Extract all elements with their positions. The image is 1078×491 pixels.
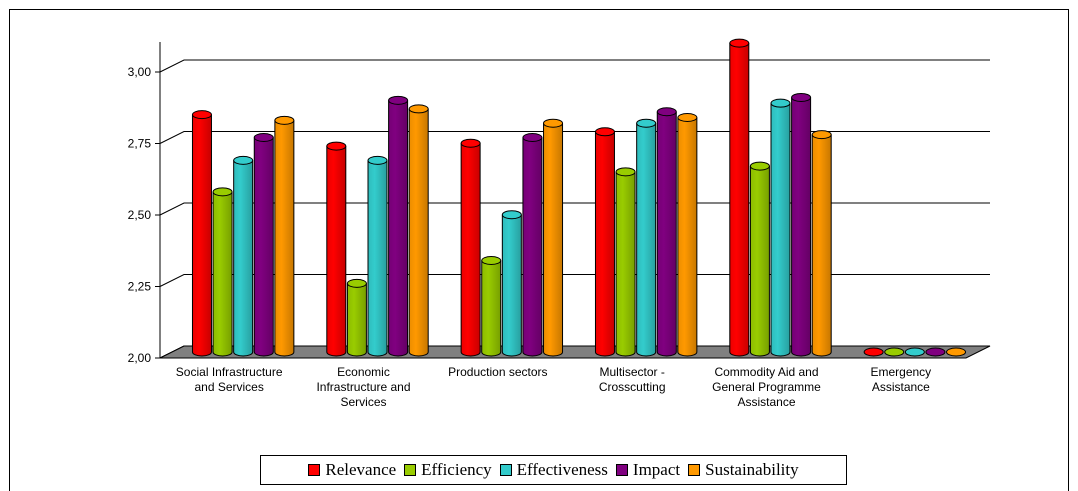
- bar: [677, 112, 698, 357]
- legend-label: Impact: [632, 460, 681, 479]
- bar: [811, 130, 832, 357]
- chart-walls: [159, 42, 185, 359]
- bar: [594, 127, 615, 357]
- legend-item: Impact: [615, 460, 681, 480]
- x-tick-label: General Programme: [712, 380, 821, 394]
- y-tick-label: 2,75: [128, 137, 152, 151]
- bar: [253, 133, 274, 357]
- legend-swatch: [688, 464, 701, 476]
- bar: [863, 347, 884, 357]
- bar: [656, 107, 677, 357]
- bar: [522, 133, 543, 357]
- y-tick-label: 3,00: [128, 65, 152, 79]
- bar: [636, 118, 657, 357]
- x-tick-label: Commodity Aid and: [714, 365, 818, 379]
- legend-label: Sustainability: [705, 460, 799, 479]
- legend-item: Efficiency: [404, 460, 492, 480]
- gridline: [159, 59, 990, 73]
- bar: [770, 98, 791, 357]
- legend-item: Relevance: [308, 460, 396, 480]
- x-tick-label: Economic: [337, 365, 390, 379]
- x-tick-label: Infrastructure and: [316, 380, 410, 394]
- bar: [326, 141, 347, 357]
- legend-label: Relevance: [325, 460, 397, 479]
- x-tick-label: Assistance: [737, 395, 795, 409]
- legend-swatch: [404, 464, 417, 476]
- x-tick-label: Multisector -: [599, 365, 664, 379]
- y-tick-label: 2,50: [128, 208, 152, 222]
- gridline: [159, 202, 990, 216]
- bar: [408, 104, 429, 357]
- bar: [543, 118, 564, 357]
- bar: [904, 347, 925, 357]
- x-tick-label: Crosscutting: [599, 380, 666, 394]
- bar: [884, 347, 905, 357]
- bar: [925, 347, 946, 357]
- bar: [388, 95, 409, 357]
- x-tick-label: Emergency: [870, 365, 931, 379]
- bar: [501, 210, 522, 357]
- x-tick-label: Production sectors: [448, 365, 547, 379]
- bar: [367, 155, 388, 357]
- legend-swatch: [615, 464, 628, 476]
- legend: Relevance Efficiency Effectiveness Impact Su…: [260, 455, 847, 485]
- bar: [749, 161, 770, 357]
- bar: [729, 38, 750, 357]
- x-tick-label: Services: [340, 395, 386, 409]
- y-axis-ticks: 2,00 2,25 2,50 2,75 3,00: [128, 65, 160, 365]
- bar: [346, 278, 367, 357]
- bar: [460, 138, 481, 357]
- legend-item: Sustainability: [688, 460, 799, 480]
- bar: [791, 92, 812, 357]
- bar: [615, 167, 636, 357]
- gridlines: [159, 59, 990, 287]
- gridline: [159, 131, 990, 144]
- bar: [274, 115, 295, 357]
- bar: [191, 110, 212, 357]
- legend-swatch: [308, 464, 321, 476]
- bar: [481, 255, 502, 357]
- legend-item: Effectiveness: [499, 460, 608, 480]
- bars: [191, 38, 967, 357]
- y-tick-label: 2,00: [128, 351, 152, 365]
- x-tick-label: and Services: [194, 380, 263, 394]
- legend-label: Effectiveness: [516, 460, 608, 479]
- bar: [946, 347, 967, 357]
- gridline: [159, 274, 990, 287]
- bar: [233, 155, 254, 357]
- y-tick-label: 2,25: [128, 280, 152, 294]
- legend-label: Efficiency: [421, 460, 492, 479]
- x-tick-label: Assistance: [872, 380, 930, 394]
- legend-swatch: [499, 464, 512, 476]
- x-tick-label: Social Infrastructure: [176, 365, 283, 379]
- bar: [212, 187, 233, 357]
